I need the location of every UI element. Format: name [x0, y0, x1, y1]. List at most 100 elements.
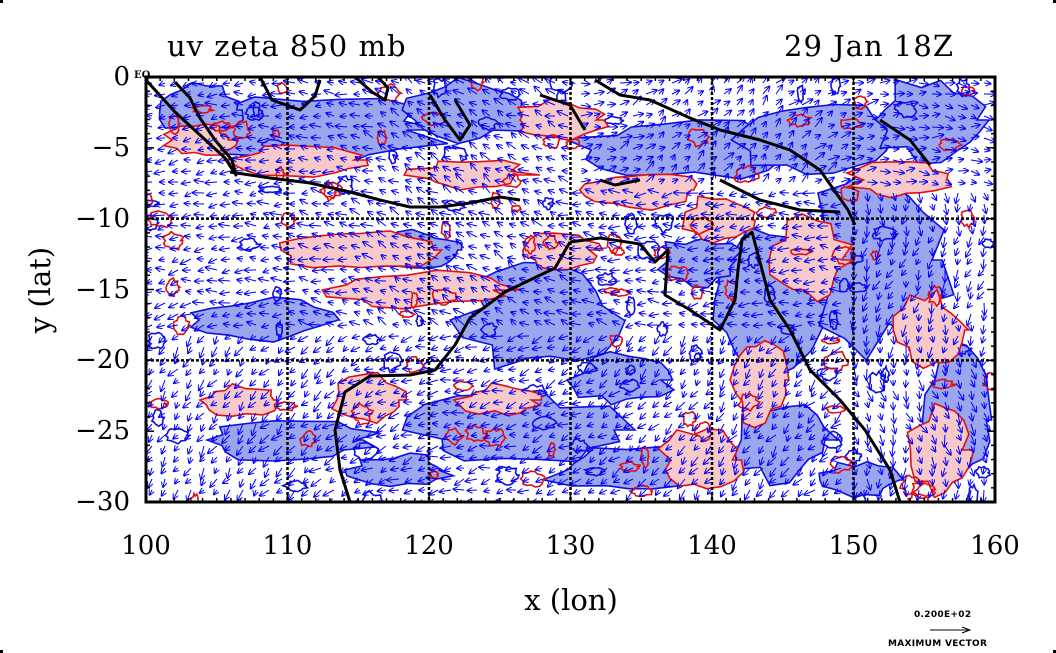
wind-vector [223, 83, 231, 84]
wind-vector [558, 136, 569, 138]
contour-squiggle [786, 113, 814, 128]
wind-vector [472, 121, 478, 128]
wind-vector [365, 369, 374, 370]
wind-vector [289, 136, 296, 138]
wind-vector [199, 149, 204, 150]
wind-vector [595, 248, 608, 249]
wind-vector [893, 81, 898, 83]
contour-squiggle [164, 427, 191, 445]
wind-vector [671, 133, 681, 139]
wind-vector [866, 116, 877, 118]
wind-vector [840, 124, 850, 127]
wind-vector [499, 123, 503, 127]
wind-vector [664, 314, 673, 315]
wind-vector [815, 135, 820, 138]
wind-vector [653, 204, 660, 205]
wind-vector [492, 457, 504, 458]
wind-vector [377, 204, 387, 205]
wind-vector [563, 82, 568, 83]
wind-vector [879, 104, 888, 105]
wind-vector [339, 81, 348, 83]
contour-squiggle [542, 234, 559, 251]
wind-vector [171, 127, 179, 128]
wind-vector [983, 489, 984, 502]
wind-vector [297, 136, 309, 138]
wind-vector [272, 127, 283, 129]
wind-vector [804, 291, 816, 292]
wind-vector [684, 87, 693, 95]
wind-vector [146, 105, 153, 109]
wind-vector [840, 132, 850, 139]
contour-squiggle [831, 245, 856, 266]
wind-vector [156, 105, 166, 108]
wind-vector [906, 445, 907, 453]
wind-vector [156, 247, 166, 248]
wind-vector [619, 112, 627, 116]
wind-vector [314, 248, 322, 249]
contour-squiggle [276, 81, 290, 95]
wind-vector [784, 292, 790, 293]
wind-vector [792, 270, 803, 271]
wind-vector [586, 247, 595, 248]
wind-vector [470, 110, 478, 117]
wind-vector [391, 87, 400, 95]
wind-vector [237, 126, 244, 127]
wind-vector [523, 302, 530, 303]
wind-vector [492, 390, 504, 391]
chart-time: 29 Jan 18Z [784, 29, 954, 63]
wind-vector [652, 248, 660, 249]
wind-vector [432, 91, 439, 95]
wind-vector [945, 324, 946, 334]
wind-vector [931, 135, 943, 138]
contour-squiggle [167, 115, 182, 136]
wind-vector [233, 138, 244, 139]
wind-vector [802, 89, 805, 94]
wind-vector [492, 336, 504, 337]
wind-vector [671, 100, 680, 105]
contour-squiggle [618, 461, 642, 473]
wind-vector [523, 269, 530, 270]
wind-vector [277, 292, 283, 293]
wind-vector [284, 193, 296, 194]
contour-squiggle [839, 117, 867, 131]
wind-vector [750, 109, 754, 117]
wind-vector [801, 99, 813, 106]
wind-vector [867, 280, 868, 289]
wind-vector [931, 83, 939, 86]
chart-title: uv zeta 850 mb [167, 29, 407, 63]
wind-vector [302, 193, 309, 194]
wind-vector [763, 112, 768, 116]
wind-vector [248, 94, 257, 97]
wind-vector [866, 100, 878, 106]
contour-squiggle [501, 173, 523, 189]
wind-vector [970, 125, 980, 127]
contour-squiggle [907, 492, 930, 502]
wind-vector [931, 105, 939, 106]
wind-vector [248, 203, 257, 204]
x-axis-label: x (lon) [524, 583, 618, 617]
wind-vector [945, 423, 946, 432]
wind-vector [632, 136, 644, 138]
wind-vector [220, 94, 231, 95]
wind-vector [248, 314, 257, 315]
wind-vector [971, 116, 976, 118]
wind-vector [509, 369, 517, 370]
wind-vector [468, 490, 478, 491]
wind-vector [841, 113, 846, 116]
wind-vector [827, 125, 834, 127]
wind-vector [693, 237, 699, 238]
wind-vector [685, 135, 690, 138]
wind-vector [750, 100, 753, 105]
wind-vector [983, 160, 990, 161]
wind-vector [470, 103, 478, 106]
wind-vector [184, 138, 192, 141]
wind-vector [420, 236, 426, 237]
wind-vector [146, 125, 153, 127]
wind-vector [219, 237, 231, 238]
wind-vector [147, 115, 152, 116]
wind-vector [957, 138, 965, 141]
wind-vector [659, 89, 663, 94]
wind-vector [315, 145, 322, 149]
wind-vector [419, 136, 426, 138]
wind-vector [944, 116, 955, 120]
